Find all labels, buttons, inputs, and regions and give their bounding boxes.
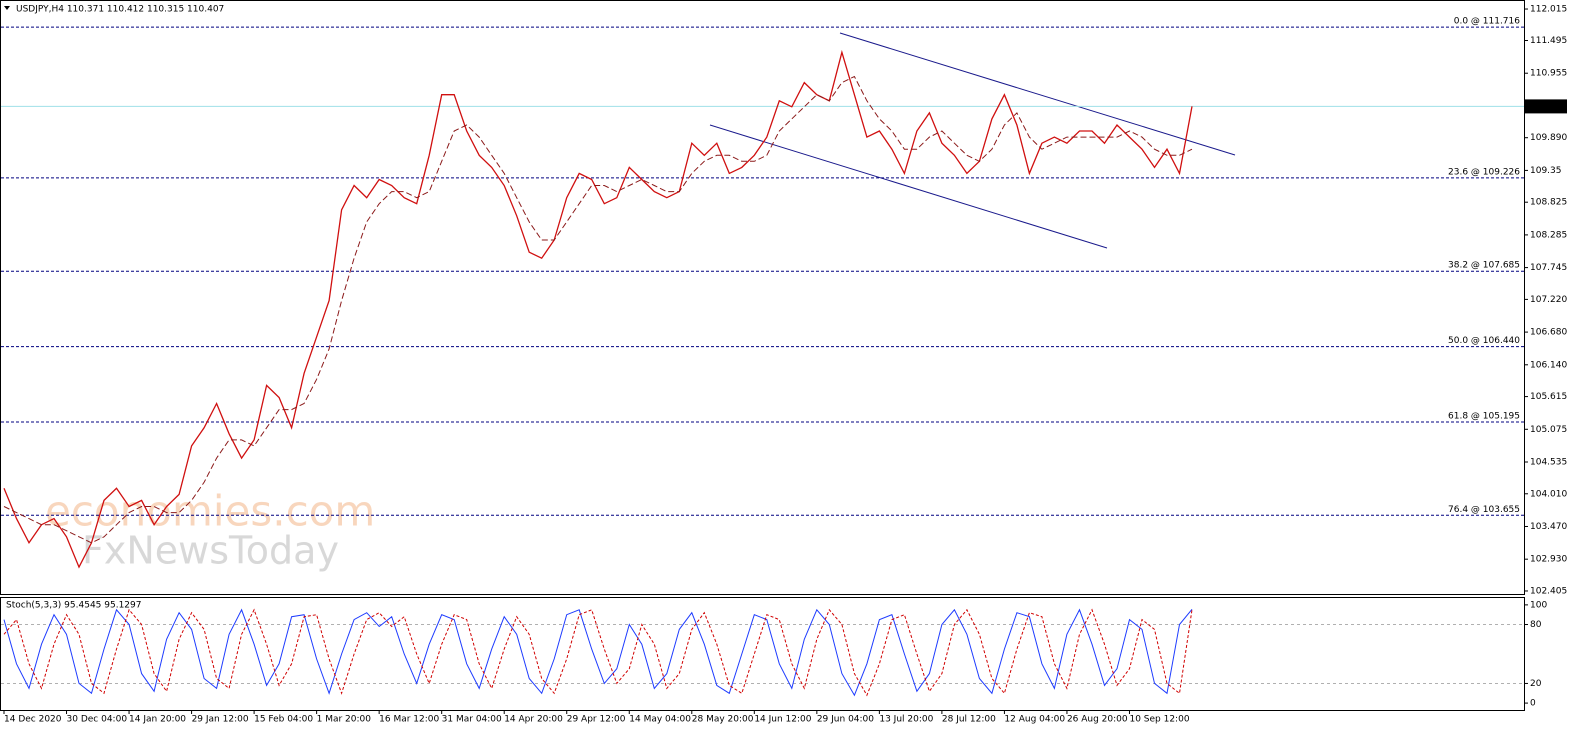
x-tick-label: 14 Jan 20:00 xyxy=(129,715,186,725)
x-tick-label: 1 Mar 20:00 xyxy=(317,715,372,725)
x-tick-label: 30 Dec 04:00 xyxy=(67,715,128,725)
x-tick-label: 29 Apr 12:00 xyxy=(567,715,626,725)
watermark: economies.com xyxy=(45,487,375,536)
stoch-panel xyxy=(0,597,1525,711)
y-tick-label: 110.955 xyxy=(1530,69,1567,79)
channel-lower xyxy=(709,124,1108,249)
x-tick-label: 14 Dec 2020 xyxy=(4,715,62,725)
y-tick-label: 102.405 xyxy=(1530,586,1567,596)
x-tick-label: 16 Mar 12:00 xyxy=(379,715,439,725)
x-tick-label: 14 May 04:00 xyxy=(629,715,691,725)
chart-title: USDJPY,H4 110.371 110.412 110.315 110.40… xyxy=(16,5,224,15)
y-tick-label: 102.930 xyxy=(1530,555,1567,565)
main-panel xyxy=(0,0,1525,595)
fib-label: 76.4 @ 103.655 xyxy=(1448,505,1520,515)
y-tick-label: 0 xyxy=(1530,699,1536,709)
y-tick-label: 105.075 xyxy=(1530,425,1567,435)
indicator-title: Stoch(5,3,3) 95.4545 95.1297 xyxy=(6,601,141,611)
x-tick-label: 14 Jun 12:00 xyxy=(754,715,811,725)
x-tick-label: 12 Aug 04:00 xyxy=(1004,715,1065,725)
x-tick-label: 13 Jul 20:00 xyxy=(879,715,933,725)
fib-label: 0.0 @ 111.716 xyxy=(1454,17,1521,27)
y-tick-label: 108.285 xyxy=(1530,230,1567,240)
current-price-box xyxy=(1525,99,1567,114)
x-tick-label: 28 Jul 12:00 xyxy=(942,715,996,725)
x-tick-label: 26 Aug 20:00 xyxy=(1067,715,1128,725)
series-line xyxy=(3,75,1193,544)
x-tick-label: 15 Feb 04:00 xyxy=(254,715,313,725)
x-tick-label: 28 May 20:00 xyxy=(692,715,754,725)
y-tick-label: 107.220 xyxy=(1530,295,1567,305)
y-tick-label: 106.140 xyxy=(1530,360,1567,370)
y-tick-label: 109.35 xyxy=(1530,166,1562,176)
y-tick-label: 105.615 xyxy=(1530,392,1567,402)
y-tick-label: 109.890 xyxy=(1530,133,1567,143)
menu-arrow xyxy=(4,6,10,10)
x-tick-label: 31 Mar 04:00 xyxy=(442,715,502,725)
channel-upper xyxy=(839,32,1236,156)
y-tick-label: 111.495 xyxy=(1530,36,1567,46)
y-tick-label: 20 xyxy=(1530,679,1542,689)
fib-label: 38.2 @ 107.685 xyxy=(1448,261,1520,271)
y-tick-label: 80 xyxy=(1530,620,1542,630)
y-tick-label: 107.745 xyxy=(1530,263,1567,273)
y-tick-label: 108.825 xyxy=(1530,198,1567,208)
series-line xyxy=(3,608,1193,697)
fib-label: 61.8 @ 105.195 xyxy=(1448,412,1520,422)
fib-label: 50.0 @ 106.440 xyxy=(1448,336,1520,346)
fib-label: 23.6 @ 109.226 xyxy=(1448,167,1520,177)
y-tick-label: 100 xyxy=(1530,600,1547,610)
x-tick-label: 10 Sep 12:00 xyxy=(1129,715,1189,725)
series-line xyxy=(3,49,1193,569)
y-tick-label: 104.010 xyxy=(1530,489,1567,499)
y-tick-label: 112.015 xyxy=(1530,5,1567,15)
x-tick-label: 29 Jan 12:00 xyxy=(192,715,249,725)
watermark: FxNewsToday xyxy=(82,529,339,573)
x-tick-label: 29 Jun 04:00 xyxy=(817,715,874,725)
current-price-label: 110.407 xyxy=(1529,102,1566,112)
series-line xyxy=(3,608,1193,697)
x-tick-label: 14 Apr 20:00 xyxy=(504,715,563,725)
y-tick-label: 106.680 xyxy=(1530,328,1567,338)
y-tick-label: 104.535 xyxy=(1530,457,1567,467)
y-tick-label: 103.470 xyxy=(1530,522,1567,532)
